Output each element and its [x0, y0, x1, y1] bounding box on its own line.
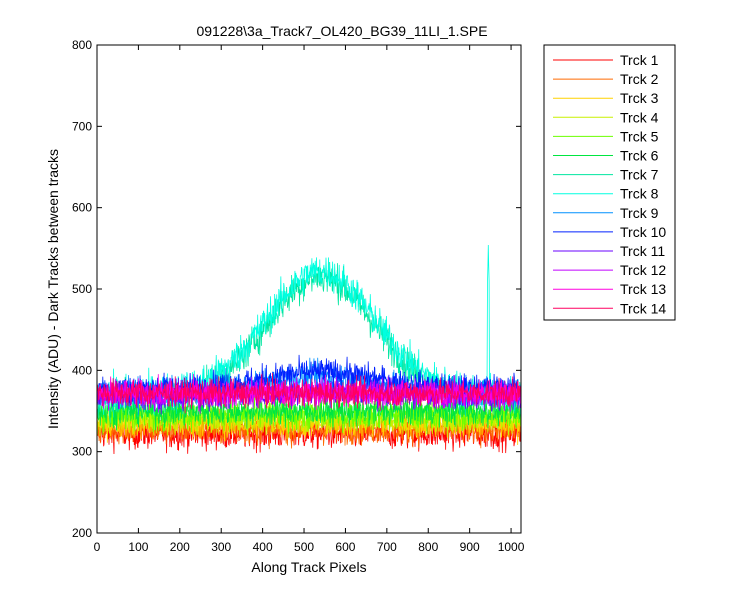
legend-label: Trck 10: [620, 224, 666, 240]
y-tick-label: 600: [72, 201, 92, 215]
legend-box: [543, 44, 676, 321]
series-line-14: [97, 373, 522, 414]
legend-label: Trck 4: [620, 109, 659, 125]
chart-title: 091228\3a_Track7_OL420_BG39_11LI_1.SPE: [196, 23, 487, 39]
x-tick-label: 400: [253, 540, 273, 554]
series-line-12: [97, 376, 522, 412]
y-tick-label: 800: [72, 38, 92, 52]
legend-label: Trck 13: [620, 281, 666, 297]
y-tick-label: 700: [72, 119, 92, 133]
legend-label: Trck 6: [620, 148, 659, 164]
legend: Trck 1 Trck 2 Trck 3 Trck 4 Trck 5 Trck 6 Trck…: [543, 44, 676, 321]
legend-items: Trck 1 Trck 2 Trck 3 Trck 4 Trck 5 Trck 6 Trck…: [553, 52, 666, 316]
x-axis-ticks: 0 100 200 300 400 500 600 700 800 900 1000: [94, 45, 525, 554]
plot-area: 0 100 200 300 400 500 600 700 800 900 1000 200 300 4…: [72, 38, 525, 554]
x-tick-label: 1000: [498, 540, 525, 554]
y-tick-label: 300: [72, 445, 92, 459]
y-axis-ticks: 200 300 400 500 600 700 800: [72, 38, 521, 540]
legend-label: Trck 11: [620, 243, 665, 259]
legend-label: Trck 7: [620, 167, 659, 183]
plot-background: [97, 45, 521, 533]
legend-label: Trck 5: [620, 128, 659, 144]
y-tick-label: 400: [72, 363, 92, 377]
legend-label: Trck 1: [620, 52, 659, 68]
x-tick-label: 600: [335, 540, 355, 554]
series-group: [97, 245, 522, 455]
x-tick-label: 800: [418, 540, 438, 554]
x-tick-label: 0: [94, 540, 101, 554]
legend-label: Trck 14: [620, 300, 666, 316]
y-axis-label: Intensity (ADU) - Dark Tracks between tr…: [45, 149, 61, 429]
y-tick-label: 200: [72, 526, 92, 540]
x-tick-label: 200: [170, 540, 190, 554]
legend-label: Trck 8: [620, 186, 659, 202]
x-tick-label: 100: [128, 540, 148, 554]
x-tick-label: 900: [460, 540, 480, 554]
x-axis-label: Along Track Pixels: [251, 559, 366, 575]
legend-label: Trck 9: [620, 205, 659, 221]
legend-label: Trck 2: [620, 71, 659, 87]
x-tick-label: 500: [294, 540, 314, 554]
series-line-5: [97, 395, 522, 435]
legend-label: Trck 3: [620, 90, 659, 106]
x-tick-label: 300: [211, 540, 231, 554]
x-tick-label: 700: [377, 540, 397, 554]
legend-label: Trck 12: [620, 262, 666, 278]
y-tick-label: 500: [72, 282, 92, 296]
